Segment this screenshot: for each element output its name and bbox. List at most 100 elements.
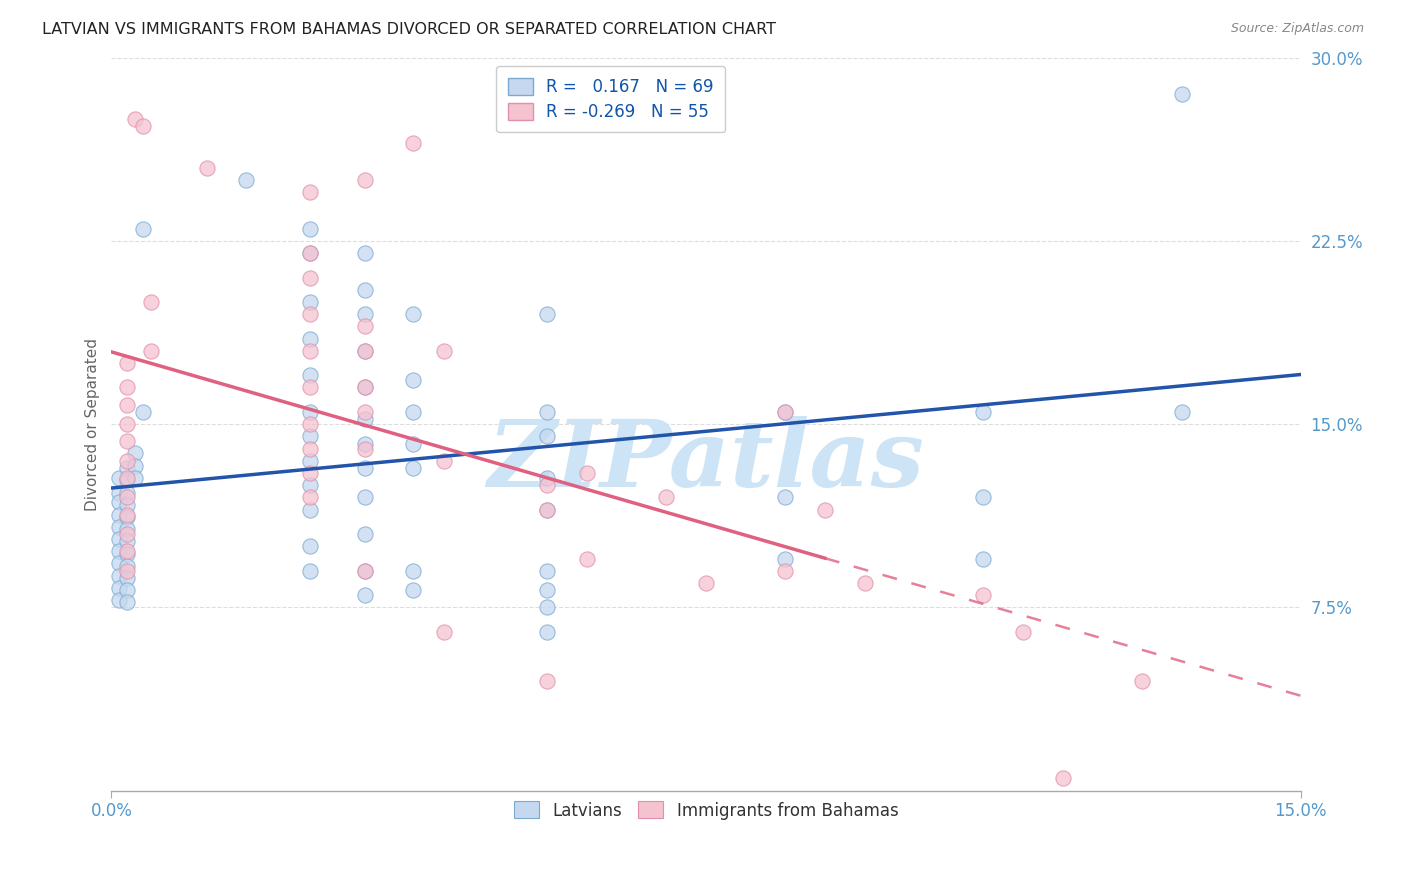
Point <box>124 471 146 485</box>
Point <box>695 576 717 591</box>
Point <box>354 283 377 297</box>
Point <box>108 485 131 500</box>
Point <box>433 624 456 639</box>
Point <box>972 551 994 566</box>
Point <box>354 461 377 475</box>
Point <box>108 581 131 595</box>
Point <box>298 221 321 235</box>
Point <box>401 583 423 598</box>
Text: LATVIAN VS IMMIGRANTS FROM BAHAMAS DIVORCED OR SEPARATED CORRELATION CHART: LATVIAN VS IMMIGRANTS FROM BAHAMAS DIVOR… <box>42 22 776 37</box>
Point <box>401 307 423 321</box>
Point <box>117 508 139 522</box>
Point <box>401 461 423 475</box>
Point <box>108 568 131 582</box>
Text: ZIPatlas: ZIPatlas <box>488 416 925 506</box>
Point <box>298 564 321 578</box>
Point <box>576 466 599 480</box>
Point <box>354 588 377 602</box>
Point <box>354 380 377 394</box>
Point <box>117 380 139 394</box>
Point <box>354 246 377 260</box>
Point <box>117 417 139 431</box>
Point <box>354 527 377 541</box>
Point <box>108 557 131 571</box>
Point <box>972 491 994 505</box>
Point <box>117 471 139 485</box>
Point <box>401 373 423 387</box>
Point <box>195 161 218 175</box>
Point <box>536 405 558 419</box>
Point <box>773 491 796 505</box>
Point <box>298 491 321 505</box>
Point <box>814 502 837 516</box>
Y-axis label: Divorced or Separated: Divorced or Separated <box>86 338 100 510</box>
Point <box>354 442 377 456</box>
Point <box>655 491 678 505</box>
Text: Source: ZipAtlas.com: Source: ZipAtlas.com <box>1230 22 1364 36</box>
Point <box>298 380 321 394</box>
Point <box>354 380 377 394</box>
Point <box>972 405 994 419</box>
Point <box>298 502 321 516</box>
Point <box>117 461 139 475</box>
Legend: Latvians, Immigrants from Bahamas: Latvians, Immigrants from Bahamas <box>508 795 905 826</box>
Point <box>117 356 139 370</box>
Point <box>536 673 558 688</box>
Point <box>117 558 139 573</box>
Point <box>536 600 558 615</box>
Point <box>773 405 796 419</box>
Point <box>117 398 139 412</box>
Point <box>139 295 162 310</box>
Point <box>354 412 377 426</box>
Point <box>108 508 131 522</box>
Point <box>117 434 139 449</box>
Point <box>354 491 377 505</box>
Point <box>536 502 558 516</box>
Point <box>298 246 321 260</box>
Point <box>536 583 558 598</box>
Point <box>354 173 377 187</box>
Point <box>298 307 321 321</box>
Point <box>433 454 456 468</box>
Point <box>298 295 321 310</box>
Point <box>354 436 377 450</box>
Point <box>354 564 377 578</box>
Point <box>124 458 146 473</box>
Point <box>1130 673 1153 688</box>
Point <box>401 405 423 419</box>
Point <box>108 471 131 485</box>
Point <box>401 436 423 450</box>
Point <box>354 319 377 334</box>
Point <box>117 473 139 487</box>
Point <box>298 246 321 260</box>
Point <box>298 343 321 358</box>
Point <box>132 119 155 133</box>
Point <box>117 485 139 500</box>
Point <box>117 583 139 598</box>
Point <box>117 527 139 541</box>
Point <box>433 343 456 358</box>
Point <box>117 522 139 536</box>
Point <box>354 343 377 358</box>
Point <box>536 624 558 639</box>
Point <box>298 454 321 468</box>
Point <box>117 498 139 512</box>
Point <box>298 442 321 456</box>
Point <box>117 491 139 505</box>
Point <box>117 544 139 558</box>
Point <box>117 534 139 549</box>
Point <box>298 332 321 346</box>
Point <box>117 595 139 609</box>
Point <box>117 510 139 524</box>
Point <box>354 405 377 419</box>
Point <box>139 343 162 358</box>
Point <box>401 564 423 578</box>
Point <box>354 307 377 321</box>
Point <box>1170 87 1192 102</box>
Point <box>108 520 131 534</box>
Point <box>773 551 796 566</box>
Point <box>1052 772 1074 786</box>
Point <box>536 471 558 485</box>
Point <box>108 532 131 546</box>
Point <box>298 478 321 492</box>
